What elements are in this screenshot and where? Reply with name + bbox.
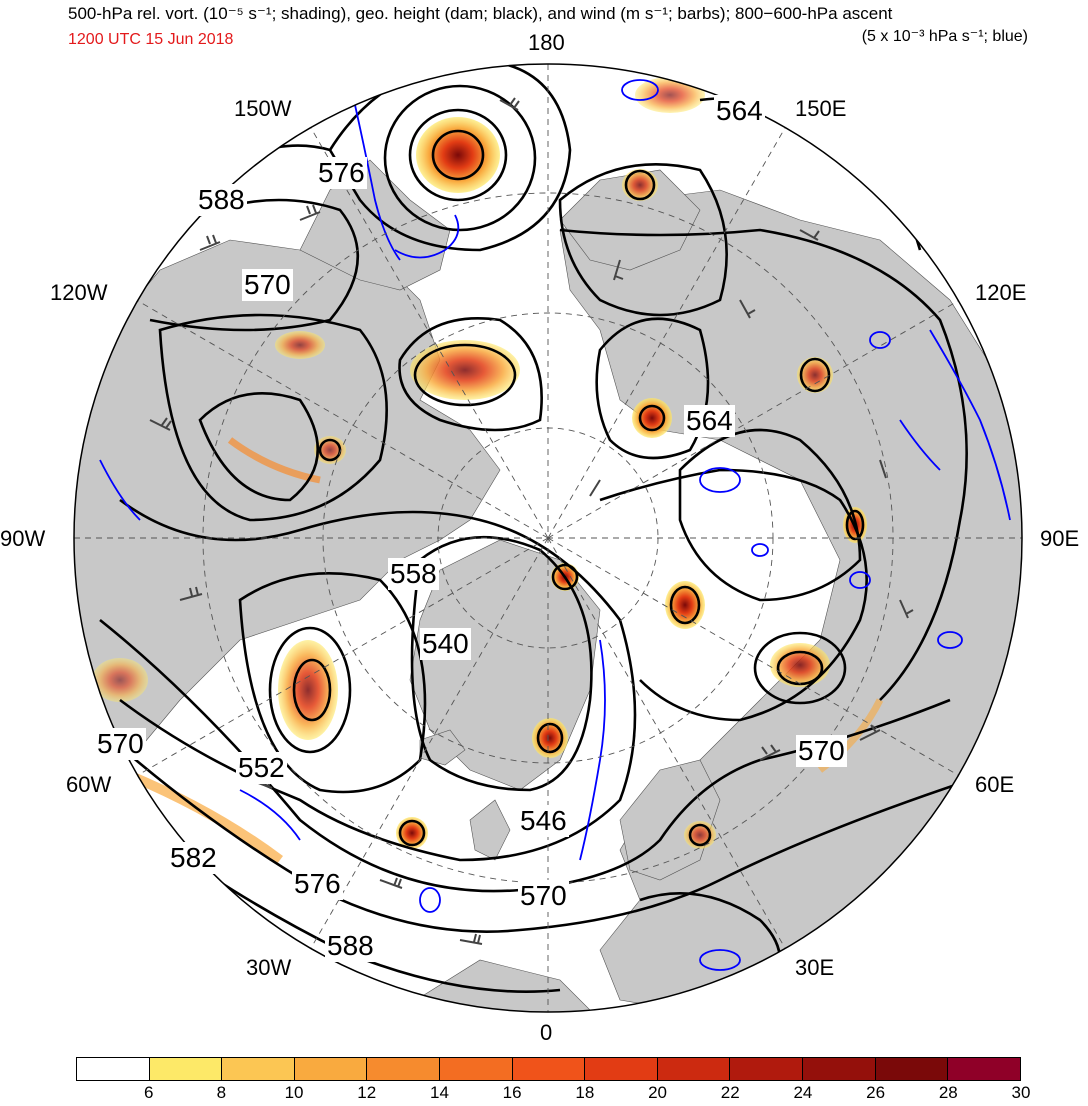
longitude-label-180: 180	[528, 30, 565, 55]
vorticity-colorbar	[76, 1057, 1021, 1081]
contour-label: 552	[236, 752, 287, 784]
colorbar-segment	[77, 1058, 149, 1080]
colorbar-segment	[293, 1058, 367, 1080]
longitude-label-150w: 150W	[234, 96, 292, 121]
colorbar-segment	[366, 1058, 440, 1080]
land-masses	[74, 159, 1022, 1012]
colorbar-segment	[947, 1058, 1020, 1080]
colorbar-tick-label: 26	[866, 1083, 886, 1102]
colorbar-tick-label: 10	[284, 1083, 304, 1102]
colorbar-tick-label: 6	[143, 1083, 154, 1102]
longitude-label-90e: 90E	[1040, 526, 1080, 551]
contour-label: 582	[168, 842, 219, 874]
graticule	[74, 64, 1022, 1012]
colorbar-tick-label: 28	[938, 1083, 958, 1102]
colorbar-segment	[874, 1058, 948, 1080]
colorbar-segment	[584, 1058, 657, 1080]
map-boundary	[73, 63, 1023, 1013]
colorbar-tick-label: 14	[429, 1083, 449, 1102]
colorbar-tick-label: 30	[1011, 1083, 1031, 1102]
contour-label: 546	[518, 805, 569, 837]
colorbar-segment	[511, 1058, 585, 1080]
contour-label: 588	[196, 184, 247, 216]
vorticity-shading	[88, 77, 884, 865]
colorbar-tick-label: 24	[793, 1083, 813, 1102]
map-title: 500-hPa rel. vort. (10⁻⁵ s⁻¹; shading), …	[68, 4, 893, 23]
longitude-label-120w: 120W	[50, 280, 108, 305]
longitude-label-150e: 150E	[795, 96, 847, 121]
contour-label: 564	[684, 405, 735, 437]
contour-label: 564	[714, 95, 765, 127]
contour-label: 570	[796, 735, 847, 767]
contour-label: 576	[316, 157, 367, 189]
colorbar-tick-label: 18	[575, 1083, 595, 1102]
longitude-label-0: 0	[540, 1020, 553, 1045]
longitude-label-30w: 30W	[246, 955, 292, 980]
contour-label: 540	[420, 628, 471, 660]
longitude-label-60e: 60E	[975, 772, 1015, 797]
contour-label: 570	[95, 728, 146, 760]
colorbar-segment	[439, 1058, 512, 1080]
contour-label: 570	[242, 269, 293, 301]
colorbar-tick-label: 8	[216, 1083, 227, 1102]
colorbar-tick-label: 22	[720, 1083, 740, 1102]
colorbar-tick-labels: 6 8 10 12 14 16 18 20 22 24 26 28 30	[76, 1083, 1031, 1105]
map-valid-time: 1200 UTC 15 Jun 2018	[68, 31, 234, 48]
colorbar-tick-label: 12	[357, 1083, 377, 1102]
colorbar-segment	[729, 1058, 803, 1080]
contour-label: 558	[388, 558, 439, 590]
colorbar-segment	[656, 1058, 730, 1080]
longitude-label-60w: 60W	[66, 772, 112, 797]
contour-label: 588	[325, 930, 376, 962]
longitude-label-120e: 120E	[975, 280, 1027, 305]
longitude-label-30e: 30E	[795, 955, 835, 980]
wind-barbs	[149, 97, 914, 945]
ascent-contours	[99, 79, 1011, 971]
longitude-label-90w: 90W	[0, 526, 46, 551]
colorbar-tick-label: 20	[648, 1083, 667, 1102]
colorbar-tick-label: 16	[502, 1083, 522, 1102]
colorbar-segment	[221, 1058, 294, 1080]
map-title-units: (5 x 10⁻³ hPa s⁻¹; blue)	[861, 28, 1028, 45]
contour-label: 570	[518, 880, 569, 912]
colorbar-segment	[148, 1058, 222, 1080]
colorbar-segment	[802, 1058, 875, 1080]
contour-label: 576	[292, 868, 343, 900]
